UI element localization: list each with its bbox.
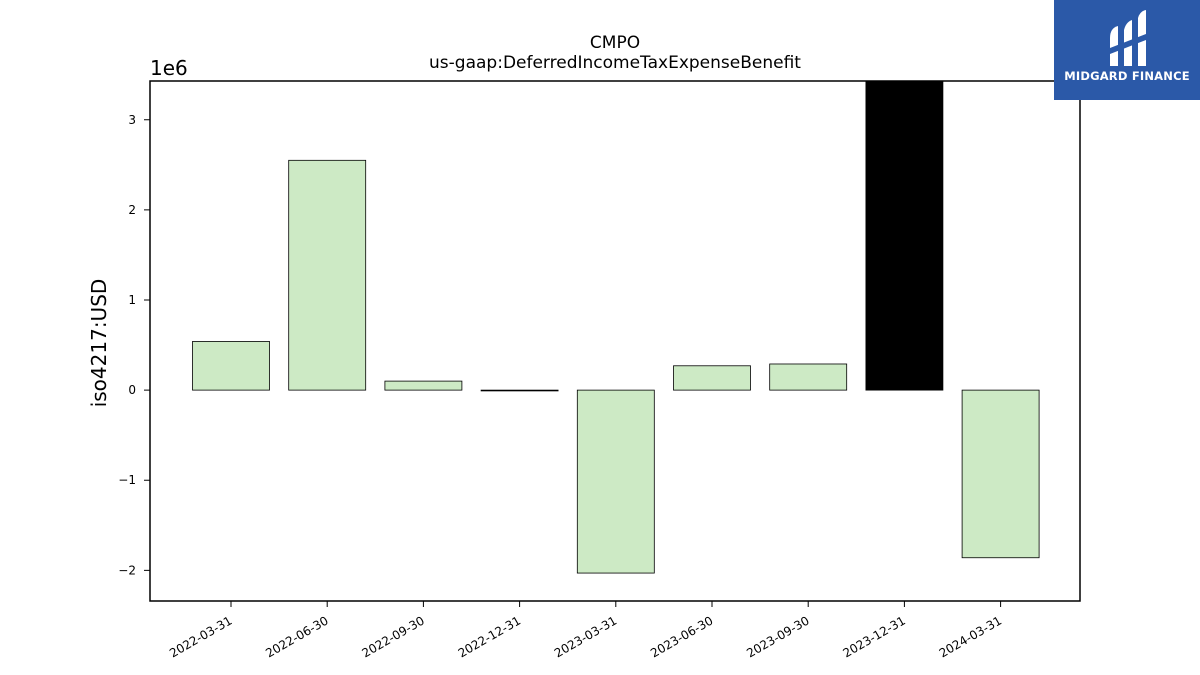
- bar: [384, 380, 463, 391]
- x-tick-label: 2023-09-30: [744, 613, 811, 660]
- x-tick-label: 2023-06-30: [648, 613, 715, 660]
- x-tick-label: 2023-03-31: [552, 613, 619, 660]
- plot-area: 2022-03-31 2022-06-30 2022-09-30 2022-12-31…: [118, 81, 1040, 660]
- bar: [576, 389, 655, 574]
- x-tick-label: 2024-03-31: [937, 613, 1004, 660]
- y-tick-label: 2: [128, 203, 136, 217]
- x-tick-label: 2022-12-31: [456, 613, 523, 660]
- x-tick-label: 2022-03-31: [167, 613, 234, 660]
- y-tick-label: 3: [128, 113, 136, 127]
- y-axis-multiplier: 1e6: [150, 56, 188, 80]
- bar: [769, 363, 848, 391]
- y-tick-label: 1: [128, 293, 136, 307]
- y-tick-label: −1: [118, 473, 136, 487]
- bar: [961, 389, 1040, 559]
- y-tick-label: 0: [128, 383, 136, 397]
- logo-text: MIDGARD FINANCE: [1064, 69, 1190, 83]
- y-tick-label: −2: [118, 563, 136, 577]
- midgard-logo-icon: [1110, 10, 1146, 66]
- x-tick-label: 2023-12-31: [840, 613, 907, 660]
- chart-subtitle: us-gaap:DeferredIncomeTaxExpenseBenefit: [429, 53, 801, 73]
- chart-title: CMPO: [590, 33, 640, 53]
- bar: [673, 365, 751, 391]
- bar: [288, 159, 367, 391]
- bar: [480, 389, 559, 392]
- midgard-finance-logo: MIDGARD FINANCE: [1054, 0, 1200, 100]
- bar: [192, 341, 270, 391]
- x-tick-label: 2022-06-30: [263, 613, 330, 660]
- plot-frame: [149, 80, 1081, 602]
- y-axis-label: iso4217:USD: [87, 279, 111, 408]
- bar: [865, 81, 944, 391]
- x-tick-label: 2022-09-30: [359, 613, 426, 660]
